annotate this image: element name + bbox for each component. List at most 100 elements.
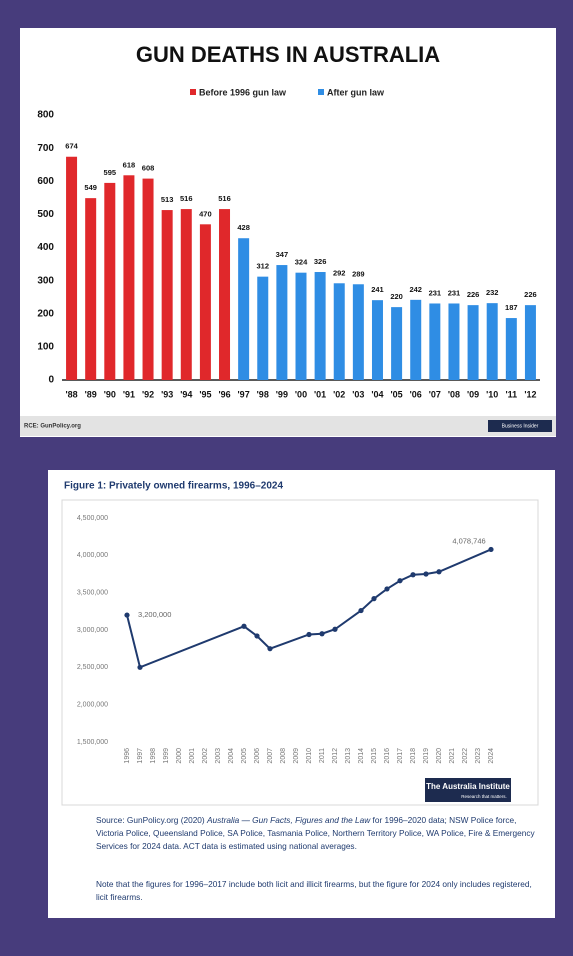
point — [410, 572, 416, 578]
bar — [486, 303, 498, 380]
legend-swatch — [318, 89, 324, 95]
data-label: 226 — [524, 290, 537, 299]
x-tick-label: 2015 — [371, 748, 378, 764]
data-label: 312 — [257, 262, 270, 271]
x-tick-label: '05 — [391, 389, 403, 399]
x-tick-label: '08 — [448, 389, 460, 399]
bar — [295, 272, 307, 380]
x-tick-label: '01 — [314, 389, 326, 399]
x-tick-label: 2010 — [306, 748, 313, 764]
x-tick-label: 2002 — [202, 748, 209, 764]
point — [384, 586, 390, 592]
bar — [85, 198, 97, 380]
data-label: 3,200,000 — [138, 610, 171, 619]
bar — [524, 305, 536, 380]
legend-label: Before 1996 gun law — [199, 87, 287, 97]
bar — [314, 272, 326, 380]
x-tick-label: '04 — [371, 389, 383, 399]
bar — [448, 303, 460, 380]
bottom-card — [48, 470, 555, 918]
data-label: 618 — [123, 160, 136, 169]
bar — [238, 238, 250, 380]
source-part: Source: GunPolicy.org (2020) — [96, 815, 207, 825]
x-tick-label: 2016 — [384, 748, 391, 764]
x-tick-label: '12 — [524, 389, 536, 399]
x-tick-label: 2018 — [410, 748, 417, 764]
bar — [257, 276, 269, 380]
point — [488, 546, 494, 553]
logo-box — [488, 420, 552, 432]
bar — [371, 300, 383, 380]
y-tick-label: 800 — [37, 110, 54, 121]
bar — [180, 209, 192, 380]
y-tick-label: 0 — [48, 375, 54, 386]
x-tick-label: 2024 — [488, 748, 495, 764]
x-tick-label: 2008 — [280, 748, 287, 764]
x-tick-label: '11 — [505, 389, 517, 399]
chart-title: GUN DEATHS IN AUSTRALIA — [136, 42, 440, 67]
y-tick-label: 4,000,000 — [77, 552, 108, 559]
source-part: for 1996–2020 data; NSW Police force, Vi… — [96, 815, 535, 851]
point — [436, 569, 442, 575]
point — [371, 596, 377, 602]
bar — [410, 299, 422, 380]
y-tick-label: 2,500,000 — [77, 664, 108, 671]
x-tick-label: 2004 — [228, 748, 235, 764]
x-tick-label: 2006 — [254, 748, 261, 764]
bar — [123, 175, 135, 380]
logo: The Australia Institute — [426, 782, 510, 791]
source-text: Source: GunPolicy.org (2020) Australia —… — [96, 814, 538, 853]
x-tick-label: '89 — [85, 389, 97, 399]
point — [241, 623, 247, 629]
bar — [142, 178, 154, 380]
bar — [505, 318, 517, 380]
x-tick-label: '98 — [257, 389, 269, 399]
bar — [161, 210, 173, 380]
bar — [391, 307, 403, 380]
y-tick-label: 100 — [37, 342, 54, 353]
data-label: 470 — [199, 209, 212, 218]
x-tick-label: 2013 — [345, 748, 352, 764]
x-tick-label: '09 — [467, 389, 479, 399]
x-tick-label: 2007 — [267, 748, 274, 764]
x-tick-label: 2009 — [293, 748, 300, 764]
x-tick-label: '93 — [161, 389, 173, 399]
chart-title: Figure 1: Privately owned firearms, 1996… — [64, 481, 283, 492]
x-tick-label: '91 — [123, 389, 135, 399]
data-label: 232 — [486, 288, 499, 297]
data-label: 226 — [467, 290, 480, 299]
x-tick-label: '96 — [218, 389, 230, 399]
x-tick-label: 2011 — [319, 748, 326, 763]
x-tick-label: '97 — [238, 389, 250, 399]
data-label: 231 — [429, 288, 442, 297]
line — [126, 548, 492, 669]
point — [137, 664, 143, 670]
source: RCE: GunPolicy.org — [24, 424, 81, 430]
point — [319, 631, 325, 637]
x-tick-label: 2000 — [176, 748, 183, 764]
x-tick-label: '94 — [180, 389, 192, 399]
x-tick-label: 1998 — [150, 748, 157, 764]
x-tick-label: 2005 — [241, 748, 248, 764]
data-label: 608 — [142, 164, 155, 173]
x-tick-label: '10 — [486, 389, 498, 399]
data-label: 674 — [65, 142, 78, 151]
x-tick-label: '90 — [104, 389, 116, 399]
bar — [467, 305, 479, 380]
point — [267, 646, 273, 652]
point — [423, 571, 429, 577]
point — [358, 607, 364, 614]
x-tick-label: 2012 — [332, 748, 339, 764]
x-tick-label: '00 — [295, 389, 307, 399]
data-label: 549 — [84, 183, 97, 192]
x-tick-label: 1997 — [137, 748, 144, 764]
point — [332, 626, 338, 632]
x-tick-label: 2023 — [475, 748, 482, 764]
point — [397, 578, 403, 584]
y-tick-label: 700 — [37, 143, 54, 154]
point — [124, 612, 130, 618]
legend-swatch — [190, 89, 196, 95]
x-tick-label: 2014 — [358, 748, 365, 764]
